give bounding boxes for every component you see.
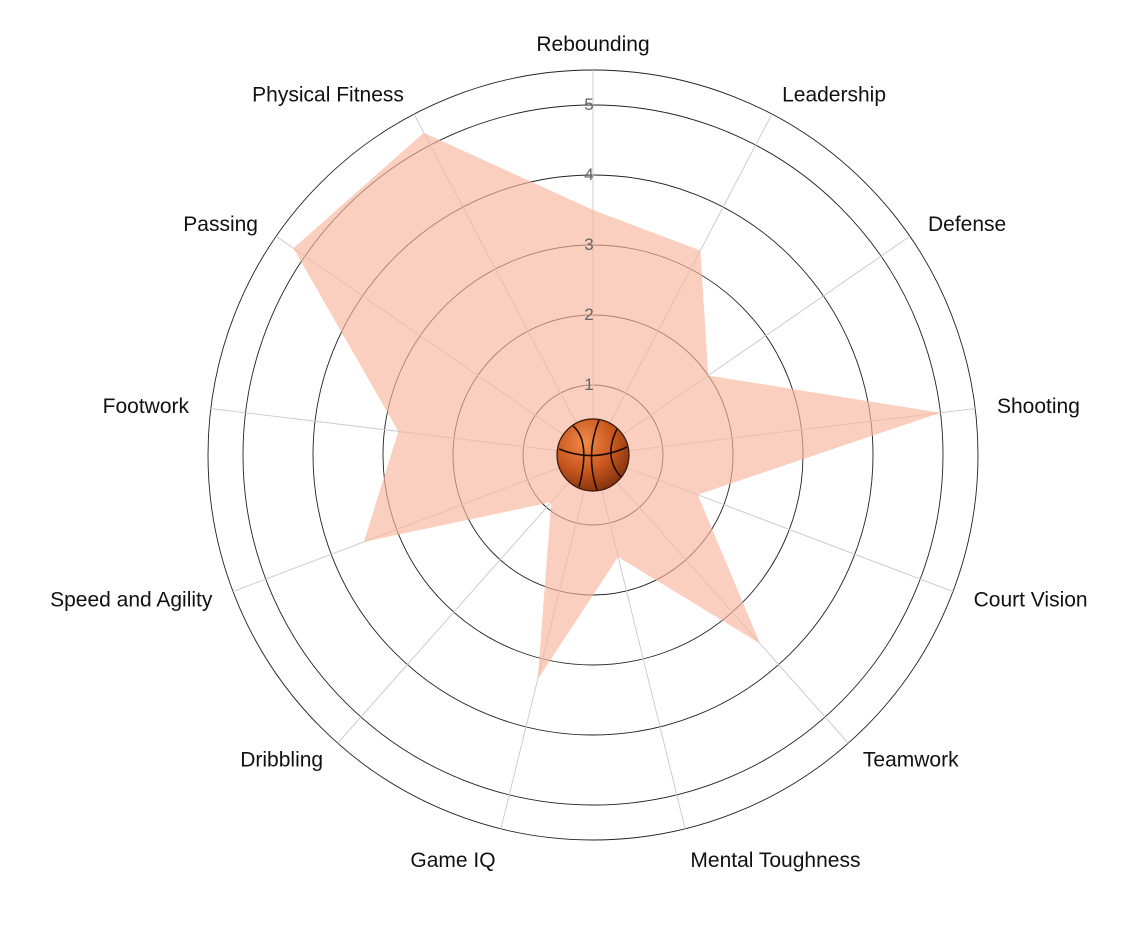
category-label: Shooting <box>997 395 1080 418</box>
category-label: Court Vision <box>974 588 1088 611</box>
category-labels: Rebounding Leadership Defense Shooting Court… <box>50 33 1088 872</box>
category-label: Mental Toughness <box>690 849 860 872</box>
ball-seam <box>572 425 585 488</box>
spoke-8 <box>337 454 594 744</box>
category-label: Physical Fitness <box>252 84 404 107</box>
category-label: Teamwork <box>863 749 959 772</box>
tick-label: 4 <box>584 165 593 184</box>
tick-label: 3 <box>584 235 593 254</box>
ball-seam <box>558 446 628 457</box>
category-label: Defense <box>928 213 1006 236</box>
tick-label: 1 <box>584 375 593 394</box>
category-label: Dribbling <box>240 749 323 772</box>
basketball-icon <box>556 418 630 492</box>
category-label: Passing <box>183 213 258 236</box>
ball-seam <box>610 428 622 478</box>
category-label: Game IQ <box>410 849 495 872</box>
category-label: Footwork <box>103 395 190 418</box>
category-label: Rebounding <box>536 33 649 56</box>
category-label: Speed and Agility <box>50 588 213 611</box>
category-label: Leadership <box>782 84 886 107</box>
data-series <box>293 132 941 680</box>
tick-label: 2 <box>584 305 593 324</box>
series-area-0 <box>293 132 941 680</box>
tick-label: 5 <box>584 95 593 114</box>
radial-tick-labels: 1 2 3 4 5 <box>584 95 593 394</box>
ball-seam <box>590 419 600 491</box>
